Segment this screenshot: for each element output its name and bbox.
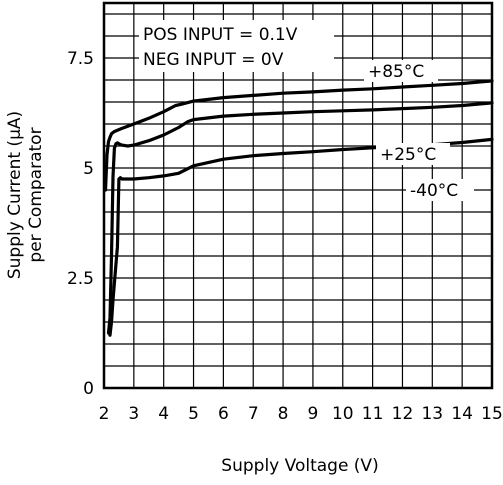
x-tick-label: 8 — [278, 404, 289, 424]
x-tick-label: 4 — [158, 404, 169, 424]
x-tick-label: 6 — [218, 404, 229, 424]
series-label-bg-minus40c — [406, 179, 474, 201]
x-tick-label: 7 — [248, 404, 259, 424]
series-label-25c: +25°C — [380, 145, 436, 165]
y-axis-title-line2: per Comparator — [26, 127, 46, 262]
x-tick-label: 12 — [392, 404, 414, 424]
y-axis-title-line1: Supply Current (μA) — [5, 111, 25, 279]
x-tick-label: 14 — [451, 404, 473, 424]
x-tick-label: 15 — [481, 404, 503, 424]
series-line-minus40c — [108, 137, 494, 337]
x-tick-label: 9 — [308, 404, 319, 424]
y-tick-label: 0 — [83, 379, 94, 399]
series-label-bg-25c — [376, 143, 450, 165]
x-tick-label: 10 — [332, 404, 354, 424]
y-axis-title: Supply Current (μA) per Comparator — [5, 111, 46, 279]
y-tick-label: 2.5 — [67, 269, 94, 289]
x-tick-label: 11 — [362, 404, 384, 424]
series-label-85c: +85°C — [368, 62, 424, 82]
series-label-bg-85c — [364, 60, 438, 82]
annotation-background — [139, 20, 334, 72]
annotation-pos-input: POS INPUT = 0.1V — [143, 25, 298, 45]
x-tick-label: 2 — [99, 404, 110, 424]
y-tick-label: 7.5 — [67, 49, 94, 69]
y-tick-label: 5 — [83, 159, 94, 179]
series-label-minus40c: -40°C — [410, 181, 458, 201]
plot-frame — [102, 1, 494, 390]
series-line-25c — [106, 101, 494, 335]
annotation-neg-input: NEG INPUT = 0V — [143, 50, 284, 70]
x-tick-label: 3 — [128, 404, 139, 424]
x-tick-label: 5 — [188, 404, 199, 424]
series-line-85c — [103, 79, 494, 192]
x-tick-label: 13 — [421, 404, 443, 424]
x-axis-title: Supply Voltage (V) — [221, 456, 378, 476]
